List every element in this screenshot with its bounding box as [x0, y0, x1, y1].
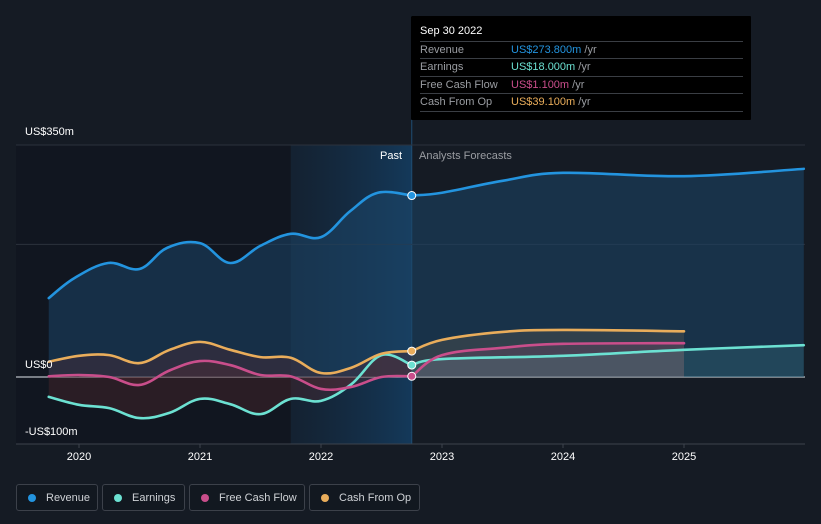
area-free-cash-flow-past — [48, 360, 412, 390]
tooltip-value-text: US$39.100m — [511, 96, 576, 108]
x-tick-label: 2023 — [429, 451, 455, 463]
data-tooltip: Sep 30 2022 Revenue US$273.800m /yr Earn… — [411, 16, 751, 120]
past-region-label: Past — [380, 150, 403, 162]
x-tick-label: 2025 — [671, 451, 697, 463]
point-free-cash-flow — [407, 371, 417, 381]
tooltip-row-cfo: Cash From Op US$39.100m /yr — [420, 93, 743, 111]
line-revenue-forecast — [410, 167, 806, 197]
tooltip-label: Cash From Op — [420, 96, 493, 108]
tooltip-value: US$18.000m /yr — [511, 59, 591, 76]
line-revenue-past — [47, 190, 414, 300]
legend-dot-icon — [114, 493, 122, 502]
tooltip-unit: /yr — [578, 61, 591, 73]
tooltip-label: Free Cash Flow — [420, 79, 498, 91]
forecast-region-label: Analysts Forecasts — [419, 150, 512, 162]
area-earnings-past — [48, 354, 412, 419]
point-earnings — [407, 360, 417, 370]
line-earnings-past — [47, 353, 414, 420]
tooltip-value-text: US$18.000m — [511, 61, 576, 73]
line-earnings-forecast — [410, 343, 806, 367]
point-cash-from-op — [407, 346, 417, 356]
tooltip-unit: /yr — [578, 96, 591, 108]
tooltip-value: US$1.100m /yr — [511, 77, 584, 94]
y-tick-label: US$350m — [25, 126, 74, 138]
tooltip-unit: /yr — [584, 44, 597, 56]
legend-item-revenue[interactable]: Revenue — [16, 484, 98, 511]
tooltip-unit: /yr — [572, 79, 585, 91]
legend-label: Earnings — [132, 491, 176, 504]
tooltip-label: Earnings — [420, 61, 464, 73]
y-tick-label: -US$100m — [25, 426, 78, 438]
legend-item-cash-from-op[interactable]: Cash From Op — [309, 484, 420, 511]
line-cash-from-op-past — [47, 340, 414, 375]
tooltip-divider — [420, 111, 743, 112]
line-free-cash-flow-forecast — [410, 341, 686, 378]
legend-label: Cash From Op — [339, 491, 412, 504]
tooltip-value: US$273.800m /yr — [511, 42, 597, 59]
area-cash-from-op-forecast — [411, 329, 684, 377]
area-revenue-forecast — [411, 168, 804, 377]
point-revenue — [407, 191, 417, 201]
y-tick-label: US$0 — [25, 359, 53, 371]
line-free-cash-flow-past — [47, 359, 414, 392]
line-cash-from-op-forecast — [410, 328, 686, 353]
tooltip-date: Sep 30 2022 — [420, 25, 483, 37]
x-tick-label: 2020 — [66, 451, 92, 463]
tooltip-label: Revenue — [420, 44, 465, 56]
tooltip-row-fcf: Free Cash Flow US$1.100m /yr — [420, 76, 743, 94]
tooltip-value-text: US$1.100m — [511, 79, 570, 91]
x-tick-label: 2024 — [550, 451, 576, 463]
tooltip-value: US$39.100m /yr — [511, 94, 591, 111]
legend-item-earnings[interactable]: Earnings — [102, 484, 185, 511]
legend-dot-icon — [321, 493, 329, 502]
legend-dot-icon — [28, 493, 36, 502]
tooltip-value-text: US$273.800m — [511, 44, 582, 56]
tooltip-row-earnings: Earnings US$18.000m /yr — [420, 58, 743, 76]
area-free-cash-flow-forecast — [411, 343, 684, 377]
legend-label: Revenue — [46, 491, 91, 504]
legend-item-free-cash-flow[interactable]: Free Cash Flow — [189, 484, 305, 511]
tooltip-row-revenue: Revenue US$273.800m /yr — [420, 41, 743, 59]
area-cash-from-op-past — [48, 341, 412, 377]
area-earnings-forecast — [411, 345, 804, 377]
x-tick-label: 2021 — [187, 451, 213, 463]
x-tick-label: 2022 — [308, 451, 334, 463]
legend-dot-icon — [201, 493, 209, 502]
legend-label: Free Cash Flow — [219, 491, 297, 504]
